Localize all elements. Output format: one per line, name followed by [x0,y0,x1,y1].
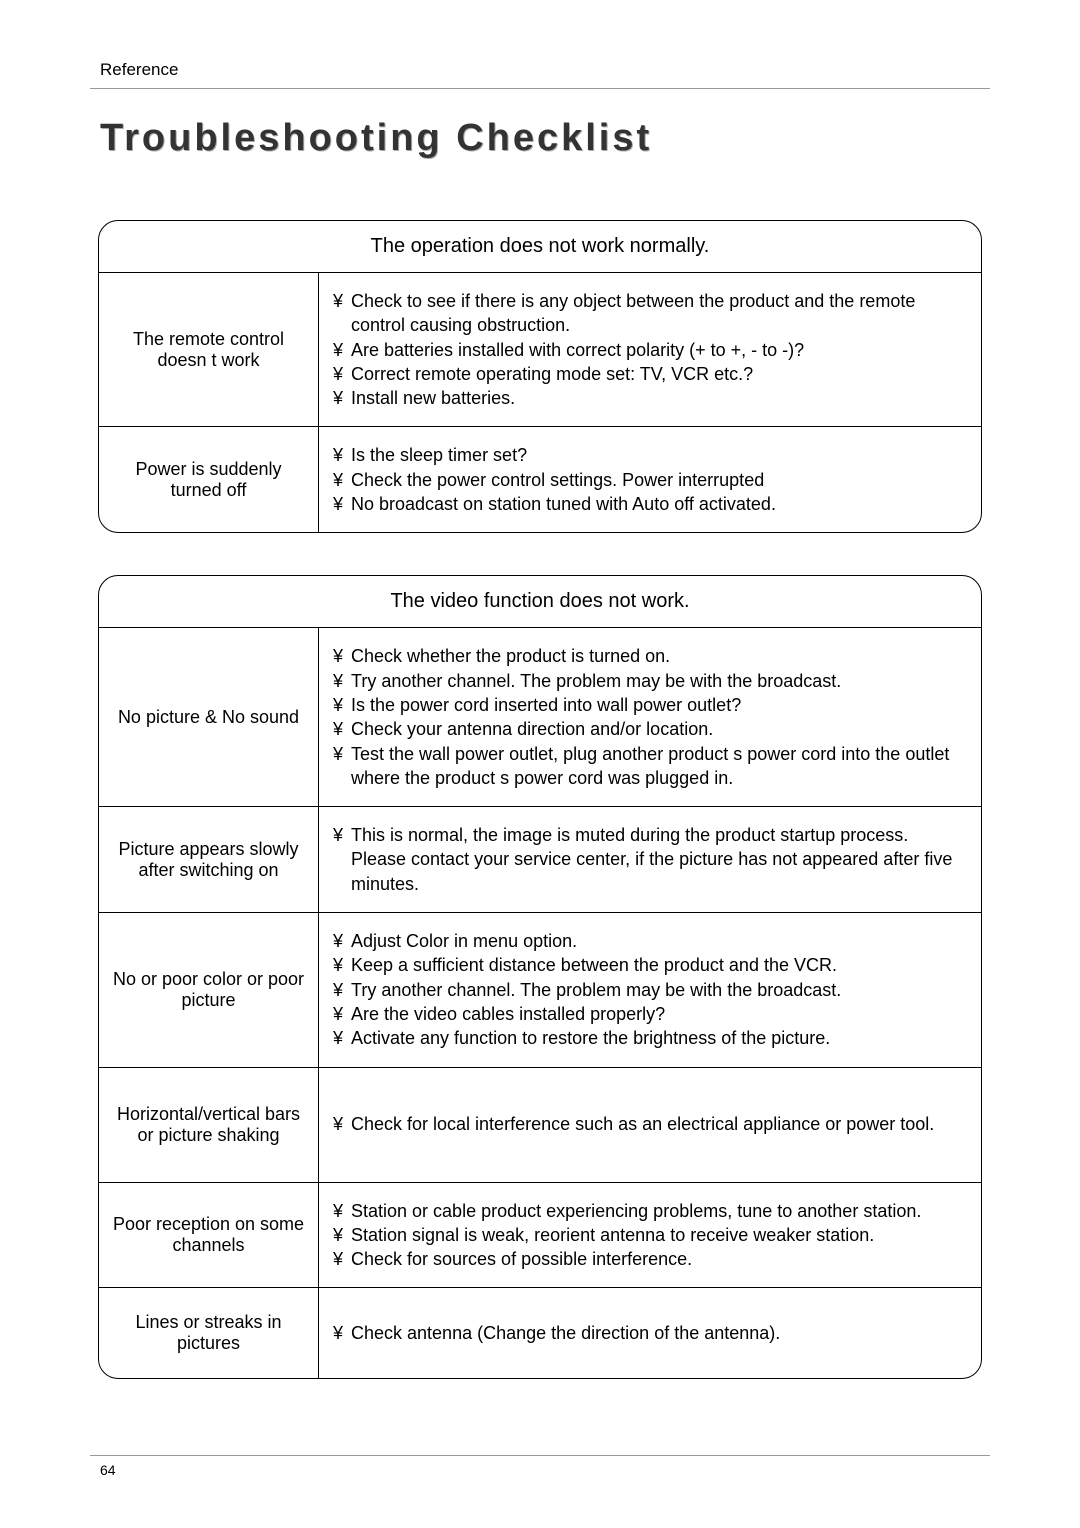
footer-divider [90,1455,990,1456]
remedy-item: Check to see if there is any object betw… [333,289,961,338]
table2-wrap: The video function does not work.No pict… [90,575,990,1379]
symptom-label: Poor reception on some channels [99,1182,319,1288]
header-divider [90,88,990,89]
remedy-item: Is the sleep timer set? [333,443,961,467]
remedy-item: Check your antenna direction and/or loca… [333,717,961,741]
page-title: Troubleshooting Checklist [90,117,990,160]
page-number: 64 [90,1462,990,1478]
footer: 64 [90,1455,990,1478]
remedy-item: Activate any function to restore the bri… [333,1026,961,1050]
remedy-item: Station signal is weak, reorient antenna… [333,1223,961,1247]
remedy-item: Are the video cables installed properly? [333,1002,961,1026]
symptom-label: The remote control doesn t work [99,273,319,426]
remedy-cell: Adjust Color in menu option.Keep a suffi… [319,912,981,1066]
section-header: Reference [90,60,990,80]
remedy-cell: Check antenna (Change the direction of t… [319,1287,981,1378]
remedy-item: Is the power cord inserted into wall pow… [333,693,961,717]
symptom-label: Power is suddenly turned off [99,426,319,532]
remedy-item: This is normal, the image is muted durin… [333,823,961,896]
symptom-label: No picture & No sound [99,628,319,806]
remedy-item: Adjust Color in menu option. [333,929,961,953]
remedy-item: Check for local interference such as an … [333,1112,961,1136]
remedy-cell: Check to see if there is any object betw… [319,273,981,426]
remedy-item: Test the wall power outlet, plug another… [333,742,961,791]
remedy-cell: Is the sleep timer set?Check the power c… [319,426,981,532]
remedy-item: Check the power control settings. Power … [333,468,961,492]
remedy-cell: This is normal, the image is muted durin… [319,806,981,912]
table-caption: The video function does not work. [99,576,981,628]
remedy-item: Correct remote operating mode set: TV, V… [333,362,961,386]
symptom-label: Picture appears slowly after switching o… [99,806,319,912]
remedy-item: Try another channel. The problem may be … [333,978,961,1002]
table-operation: The operation does not work normally.The… [98,220,982,533]
remedy-item: Check for sources of possible interferen… [333,1247,961,1271]
symptom-label: Lines or streaks in pictures [99,1287,319,1378]
remedy-item: Check antenna (Change the direction of t… [333,1321,961,1345]
symptom-label: Horizontal/vertical bars or picture shak… [99,1067,319,1182]
remedy-item: Station or cable product experiencing pr… [333,1199,961,1223]
remedy-item: Try another channel. The problem may be … [333,669,961,693]
remedy-item: Install new batteries. [333,386,961,410]
remedy-item: Keep a sufficient distance between the p… [333,953,961,977]
remedy-cell: Station or cable product experiencing pr… [319,1182,981,1288]
remedy-item: No broadcast on station tuned with Auto … [333,492,961,516]
remedy-cell: Check whether the product is turned on.T… [319,628,981,806]
symptom-label: No or poor color or poor picture [99,912,319,1066]
remedy-cell: Check for local interference such as an … [319,1067,981,1182]
table-video: The video function does not work.No pict… [98,575,982,1379]
table-caption: The operation does not work normally. [99,221,981,273]
remedy-item: Are batteries installed with correct pol… [333,338,961,362]
table1-wrap: The operation does not work normally.The… [90,220,990,533]
remedy-item: Check whether the product is turned on. [333,644,961,668]
